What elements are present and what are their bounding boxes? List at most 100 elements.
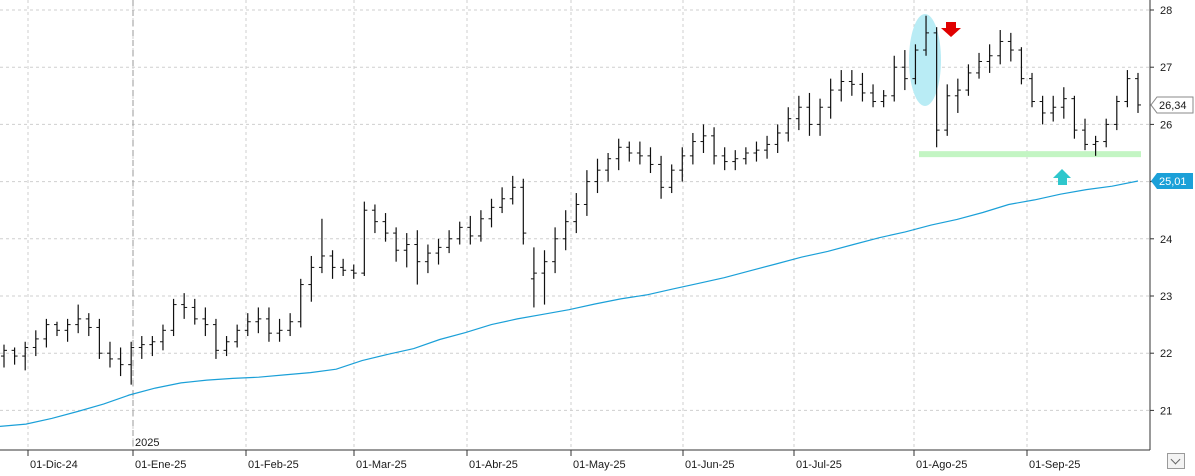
ohlc-bar <box>658 155 665 199</box>
ohlc-bar <box>1060 87 1067 119</box>
ohlc-bar <box>361 201 368 276</box>
ohlc-bar <box>53 321 60 337</box>
ohlc-bar <box>986 44 993 73</box>
ohlc-bar <box>891 55 898 102</box>
annotation-layer <box>909 14 1141 185</box>
ohlc-bar <box>530 247 537 308</box>
ohlc-bar <box>329 250 336 279</box>
ohlc-bar <box>901 50 908 91</box>
ohlc-bar <box>32 330 39 357</box>
x-tick-label: 01-Mar-25 <box>356 459 407 471</box>
ohlc-bar <box>1039 95 1046 125</box>
ohlc-bar <box>817 98 824 136</box>
ohlc-bar <box>689 132 696 165</box>
ohlc-bar <box>276 318 283 342</box>
ohlc-bar <box>75 304 82 334</box>
moving-average-line <box>0 180 1139 427</box>
ohlc-bar <box>159 324 166 351</box>
y-tick-label: 22 <box>1160 348 1172 360</box>
ohlc-bar <box>1007 32 1014 62</box>
x-tick-label: 01-Sep-25 <box>1029 459 1080 471</box>
ohlc-bar <box>1092 135 1099 156</box>
x-tick-label: 01-Ene-25 <box>135 459 186 471</box>
ohlc-bar <box>806 92 813 136</box>
ohlc-bar <box>1050 95 1057 122</box>
x-tick-label: 01-Feb-25 <box>248 459 299 471</box>
down-arrow-icon <box>941 22 961 37</box>
ohlc-bar <box>944 84 951 136</box>
ohlc-bar <box>552 227 559 274</box>
ohlc-bar <box>244 313 251 337</box>
x-tick-label: 01-Abr-25 <box>469 459 518 471</box>
ohlc-bar <box>1124 70 1131 108</box>
ohlc-bar <box>753 141 760 162</box>
ohlc-bar <box>11 347 18 365</box>
ohlc-bar <box>128 341 135 385</box>
ohlc-bar <box>287 313 294 337</box>
support-line <box>919 151 1141 158</box>
ohlc-bar <box>350 264 357 279</box>
ohlc-bar <box>435 238 442 265</box>
y-tick-label: 23 <box>1160 291 1172 303</box>
ohlc-bar <box>997 30 1004 65</box>
ohlc-bar <box>827 78 834 119</box>
ohlc-bar <box>499 187 506 214</box>
ohlc-bar <box>1113 95 1120 131</box>
ohlc-bar <box>340 258 347 276</box>
ohlc-bar <box>117 347 124 377</box>
ohlc-bar <box>138 336 145 359</box>
ohlc-bar <box>212 318 219 359</box>
ohlc-bar <box>424 244 431 274</box>
x-tick-label: 01-May-25 <box>573 459 626 471</box>
ohlc-bar <box>488 198 495 228</box>
ohlc-bar <box>742 147 749 165</box>
ohlc-bar <box>223 336 230 357</box>
scroll-right-button[interactable] <box>1167 453 1185 469</box>
ohlc-bar <box>583 170 590 216</box>
x-tick-label: 01-Jun-25 <box>685 459 735 471</box>
ohlc-bar <box>64 318 71 342</box>
ohlc-bar <box>541 250 548 305</box>
last-price-value: 26,34 <box>1159 100 1187 112</box>
ohlc-bar <box>923 15 930 56</box>
last-price-tag: 26,34 <box>1150 96 1194 114</box>
ohlc-bar <box>848 70 855 96</box>
ohlc-bar <box>605 153 612 182</box>
ohlc-bar <box>96 318 103 359</box>
ohlc-bar <box>795 95 802 131</box>
ohlc-bar <box>181 293 188 319</box>
y-tick-label: 21 <box>1160 405 1172 417</box>
ohlc-bar <box>838 70 845 102</box>
ohlc-bar <box>679 147 686 182</box>
axes: 212223242526272801-Dic-2401-Ene-2501-Feb… <box>0 0 1172 471</box>
ohlc-bar <box>446 230 453 254</box>
ohlc-bar <box>1029 72 1036 108</box>
ohlc-bar <box>721 147 728 171</box>
ohlc-bar <box>403 233 410 268</box>
ohlc-bar <box>234 324 241 348</box>
x-tick-label: 01-Dic-24 <box>30 459 78 471</box>
up-arrow-icon <box>1053 169 1071 185</box>
ohlc-bar <box>318 218 325 274</box>
ohlc-bar <box>880 90 887 108</box>
ohlc-bar <box>467 215 474 245</box>
ohlc-bar <box>562 210 569 251</box>
ohlc-bar <box>85 313 92 337</box>
ohlc-bar <box>22 341 29 371</box>
ohlc-bar <box>636 141 643 165</box>
ohlc-bar <box>382 213 389 242</box>
ohlc-bar <box>594 158 601 194</box>
ohlc-bar <box>615 138 622 171</box>
ohlc-bar <box>626 141 633 162</box>
ohlc-bar <box>371 204 378 234</box>
ohlc-bar <box>965 64 972 96</box>
ohlc-bar <box>764 135 771 159</box>
y-tick-label: 24 <box>1160 234 1172 246</box>
x-tick-label: 01-Jul-25 <box>796 459 842 471</box>
price-tags: 26,34 25,01 <box>1150 96 1194 190</box>
ohlc-bar <box>573 193 580 234</box>
highlight-ellipse <box>909 14 941 106</box>
ohlc-bar <box>265 307 272 342</box>
